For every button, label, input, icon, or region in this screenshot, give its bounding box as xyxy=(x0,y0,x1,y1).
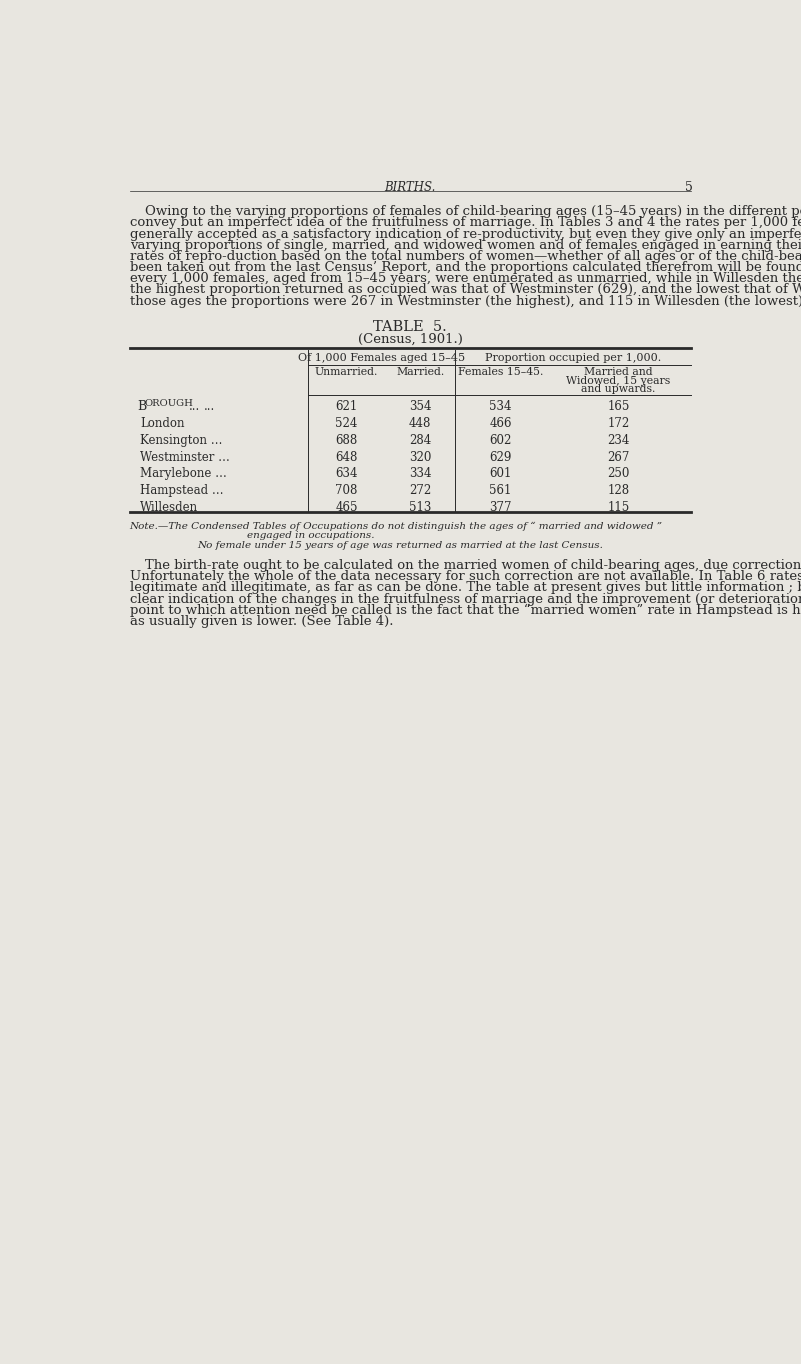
Text: 165: 165 xyxy=(607,400,630,413)
Text: ...: ... xyxy=(204,400,215,413)
Text: every 1,000 females, aged from 15–45 years, were enumerated as unmarried, while : every 1,000 females, aged from 15–45 yea… xyxy=(130,273,801,285)
Text: The birth-rate ought to be calculated on the married women of child-bearing ages: The birth-rate ought to be calculated on… xyxy=(145,559,801,572)
Text: generally accepted as a satisfactory indication of re-productivity, but even the: generally accepted as a satisfactory ind… xyxy=(130,228,801,240)
Text: Owing to the varying proportions of females of child-bearing ages (15–45 years) : Owing to the varying proportions of fema… xyxy=(145,205,801,218)
Text: 250: 250 xyxy=(607,468,630,480)
Text: 354: 354 xyxy=(409,400,432,413)
Text: Females 15–45.: Females 15–45. xyxy=(457,367,543,378)
Text: 466: 466 xyxy=(489,416,512,430)
Text: OROUGH: OROUGH xyxy=(144,398,193,408)
Text: 234: 234 xyxy=(607,434,630,446)
Text: 267: 267 xyxy=(607,450,630,464)
Text: 688: 688 xyxy=(336,434,358,446)
Text: 648: 648 xyxy=(336,450,358,464)
Text: 465: 465 xyxy=(336,502,358,514)
Text: 561: 561 xyxy=(489,484,512,498)
Text: Hampstead …: Hampstead … xyxy=(140,484,224,498)
Text: 334: 334 xyxy=(409,468,432,480)
Text: been taken out from the last Census’ Report, and the proportions calculated ther: been taken out from the last Census’ Rep… xyxy=(130,261,801,274)
Text: 172: 172 xyxy=(607,416,630,430)
Text: 629: 629 xyxy=(489,450,512,464)
Text: those ages the proportions were 267 in Westminster (the highest), and 115 in Wil: those ages the proportions were 267 in W… xyxy=(130,295,801,307)
Text: 320: 320 xyxy=(409,450,432,464)
Text: (Census, 1901.): (Census, 1901.) xyxy=(358,333,462,345)
Text: 534: 534 xyxy=(489,400,512,413)
Text: Unmarried.: Unmarried. xyxy=(315,367,378,378)
Text: ...: ... xyxy=(188,400,199,413)
Text: rates of repro-duction based on the total numbers of women—whether of all ages o: rates of repro-duction based on the tota… xyxy=(130,250,801,263)
Text: 128: 128 xyxy=(607,484,630,498)
Text: 708: 708 xyxy=(336,484,358,498)
Text: 272: 272 xyxy=(409,484,431,498)
Text: Note.—The Condensed Tables of Occupations do not distinguish the ages of “ marri: Note.—The Condensed Tables of Occupation… xyxy=(130,522,662,532)
Text: Married.: Married. xyxy=(396,367,445,378)
Text: convey but an imperfect idea of the fruitfulness of marriage. In Tables 3 and 4 : convey but an imperfect idea of the frui… xyxy=(130,217,801,229)
Text: Willesden: Willesden xyxy=(140,502,199,514)
Text: as usually given is lower. (See Table 4).: as usually given is lower. (See Table 4)… xyxy=(130,615,393,627)
Text: No female under 15 years of age was returned as married at the last Census.: No female under 15 years of age was retu… xyxy=(197,540,603,550)
Text: Proportion occupied per 1,000.: Proportion occupied per 1,000. xyxy=(485,353,662,363)
Text: 602: 602 xyxy=(489,434,512,446)
Text: Widowed, 15 years: Widowed, 15 years xyxy=(566,376,670,386)
Text: Of 1,000 Females aged 15–45: Of 1,000 Females aged 15–45 xyxy=(298,353,465,363)
Text: BIRTHS.: BIRTHS. xyxy=(384,180,436,194)
Text: the highest proportion returned as occupied was that of Westminster (629), and t: the highest proportion returned as occup… xyxy=(130,284,801,296)
Text: 284: 284 xyxy=(409,434,431,446)
Text: 377: 377 xyxy=(489,502,512,514)
Text: 513: 513 xyxy=(409,502,432,514)
Text: Westminster …: Westminster … xyxy=(140,450,231,464)
Text: Married and: Married and xyxy=(584,367,653,378)
Text: 5: 5 xyxy=(685,180,693,194)
Text: B: B xyxy=(137,400,147,413)
Text: and upwards.: and upwards. xyxy=(582,385,656,394)
Text: 448: 448 xyxy=(409,416,432,430)
Text: point to which attention need be called is the fact that the “married women” rat: point to which attention need be called … xyxy=(130,604,801,617)
Text: Unfortunately the whole of the data necessary for such correction are not availa: Unfortunately the whole of the data nece… xyxy=(130,570,801,584)
Text: legitimate and illegitimate, as far as can be done. The table at present gives b: legitimate and illegitimate, as far as c… xyxy=(130,581,801,595)
Text: clear indication of the changes in the fruitfulness of marriage and the improvem: clear indication of the changes in the f… xyxy=(130,592,801,606)
Text: 634: 634 xyxy=(336,468,358,480)
Text: 524: 524 xyxy=(336,416,358,430)
Text: London: London xyxy=(140,416,185,430)
Text: Kensington …: Kensington … xyxy=(140,434,223,446)
Text: 601: 601 xyxy=(489,468,512,480)
Text: 621: 621 xyxy=(336,400,358,413)
Text: Marylebone …: Marylebone … xyxy=(140,468,227,480)
Text: varying proportions of single, married, and widowed women and of females engaged: varying proportions of single, married, … xyxy=(130,239,801,252)
Text: 115: 115 xyxy=(607,502,630,514)
Text: engaged in occupations.: engaged in occupations. xyxy=(248,531,375,540)
Text: TABLE  5.: TABLE 5. xyxy=(373,319,447,334)
